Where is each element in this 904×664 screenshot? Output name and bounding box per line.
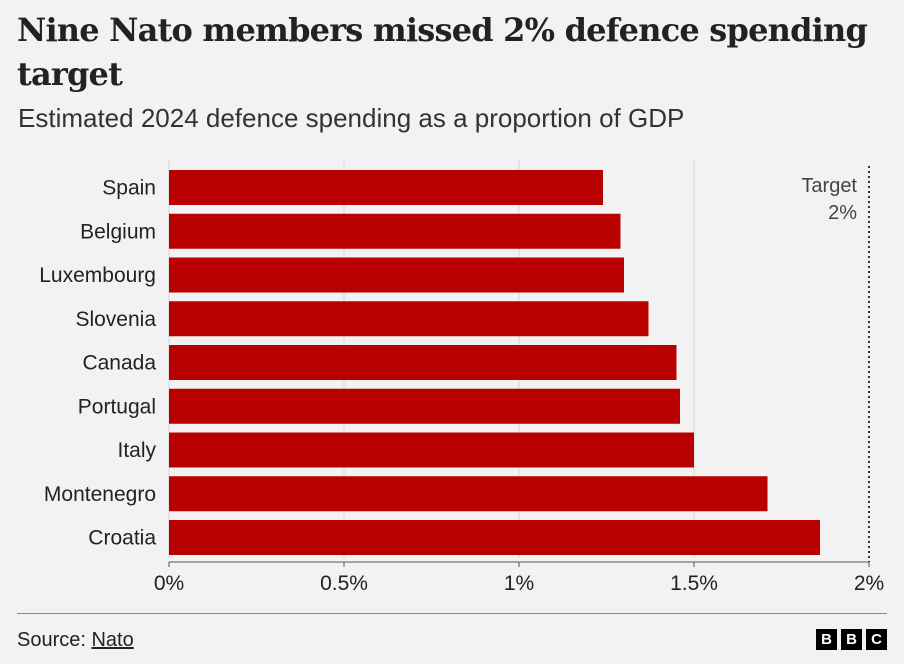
bar-croatia: [169, 520, 820, 555]
bbc-logo-letter: C: [866, 629, 887, 650]
category-label: Slovenia: [75, 308, 156, 331]
source-link[interactable]: Nato: [91, 629, 134, 651]
bbc-logo: B B C: [816, 629, 887, 650]
source-prefix: Source:: [17, 629, 92, 651]
x-tick-label: 0.5%: [320, 572, 368, 595]
bar-italy: [169, 432, 694, 468]
bar-spain: [169, 170, 603, 205]
footer-divider: [17, 613, 887, 614]
bar-slovenia: [169, 301, 649, 337]
category-label: Portugal: [78, 395, 156, 418]
bar-montenegro: [169, 476, 768, 512]
target-label: Target: [801, 175, 857, 197]
chart-title: Nine Nato members missed 2% defence spen…: [17, 11, 868, 93]
bar-portugal: [169, 388, 680, 424]
bar-chart: Spain Belgium Luxembourg Slovenia Canada Port…: [39, 160, 884, 595]
chart-subtitle: Estimated 2024 defence spending as a pro…: [18, 103, 685, 133]
bar-luxembourg: [169, 257, 624, 293]
x-tick-label: 2%: [854, 572, 884, 595]
bbc-logo-letter: B: [816, 629, 837, 650]
source-note: Source: Nato: [17, 629, 134, 652]
target-label: 2%: [828, 202, 857, 224]
category-label: Canada: [82, 352, 156, 375]
bbc-logo-letter: B: [841, 629, 862, 650]
bar-canada: [169, 345, 677, 380]
x-tick-label: 1%: [504, 572, 534, 595]
category-label: Spain: [102, 177, 156, 200]
category-label: Luxembourg: [39, 264, 156, 287]
category-label: Belgium: [80, 220, 156, 243]
bar-belgium: [169, 213, 621, 249]
category-label: Croatia: [88, 527, 156, 550]
x-tick-label: 0%: [154, 572, 184, 595]
category-label: Montenegro: [44, 483, 156, 506]
x-tick-label: 1.5%: [670, 572, 718, 595]
category-label: Italy: [117, 439, 156, 462]
